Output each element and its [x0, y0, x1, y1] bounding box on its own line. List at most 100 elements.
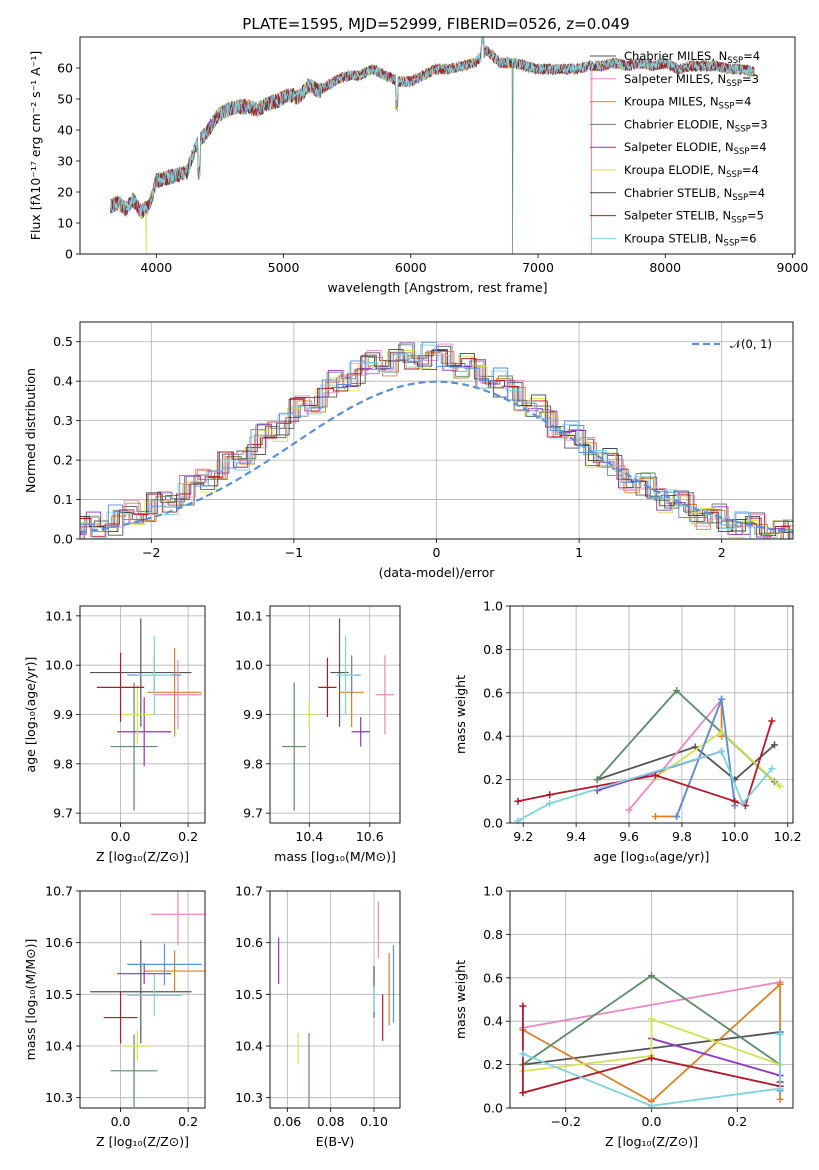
weight-marker: [739, 799, 747, 807]
axes-frame: [79, 321, 794, 540]
y-tick-label: 10.4: [45, 1039, 73, 1054]
y-axis-label: mass weight: [453, 675, 468, 754]
legend-subscript: SSP: [726, 79, 742, 89]
y-tick-label: 10.4: [235, 1039, 263, 1054]
x-tick-label: 2: [718, 545, 726, 560]
legend-entry: Salpeter STELIB, NSSP=5: [624, 209, 764, 226]
panel-age-vs-mass: 10.4 10.6 9.7 9.8 9.9 10.0 10.1 mass [log₁₀(M/M…: [235, 605, 401, 864]
x-tick-label: 9.8: [672, 829, 692, 844]
weight-marker: [776, 980, 784, 988]
x-axis-label: wavelength [Angstrom, rest frame]: [327, 280, 547, 295]
legend-suffix: =4: [743, 49, 760, 63]
histogram-steps: [80, 342, 793, 538]
x-tick-label: −1: [285, 545, 303, 560]
axes-frame: [269, 605, 401, 824]
x-tick-label: 0.0: [111, 1114, 131, 1129]
y-tick-label: 10.7: [45, 884, 73, 899]
weight-marker: [673, 687, 681, 695]
y-tick-label: 9.8: [243, 756, 263, 771]
axes-frame: [269, 890, 401, 1109]
weight-marker: [546, 791, 554, 799]
legend-label: Salpeter STELIB, N: [624, 209, 731, 223]
legend-subscript: SSP: [724, 238, 740, 248]
legend-subscript: SSP: [734, 147, 750, 157]
y-axis-label: mass [log₁₀(M/M⊙)]: [23, 939, 38, 1061]
x-tick-label: 0.0: [111, 829, 131, 844]
histogram-steps: [80, 349, 793, 539]
legend-suffix: =3: [742, 72, 759, 86]
legend-label: Kroupa MILES, N: [624, 95, 719, 109]
y-tick-label: 30: [57, 154, 73, 169]
y-axis-label: Normed distribution: [23, 368, 38, 493]
y-axis-label: mass weight: [453, 960, 468, 1039]
y-tick-label: 10.3: [45, 1090, 73, 1105]
y-tick-label: 0.4: [483, 1014, 503, 1029]
weight-line: [628, 698, 723, 811]
x-tick-label: 10.0: [721, 829, 749, 844]
legend-entry: Kroupa ELODIE, NSSP=4: [624, 163, 759, 180]
y-tick-label: 0.8: [483, 927, 503, 942]
y-tick-label: 9.7: [243, 806, 263, 821]
weight-marker: [768, 765, 776, 773]
legend-label: Salpeter ELODIE, N: [624, 140, 734, 154]
legend-entry: Salpeter ELODIE, NSSP=4: [624, 140, 767, 157]
legend-suffix: =5: [747, 209, 764, 223]
y-tick-label: 20: [57, 185, 73, 200]
legend-entry: Chabrier STELIB, NSSP=4: [624, 186, 765, 203]
legend-subscript: SSP: [735, 124, 751, 134]
weight-marker: [673, 812, 681, 820]
x-axis-label: E(B-V): [316, 1134, 355, 1149]
legend-suffix: =4: [748, 186, 765, 200]
weight-marker: [519, 1002, 527, 1010]
figure-title: PLATE=1595, MJD=52999, FIBERID=0526, z=0…: [242, 15, 629, 33]
weight-marker: [514, 797, 522, 805]
weight-marker: [648, 1054, 655, 1062]
panel-weight-vs-age: 9.2 9.4 9.6 9.8 10.0 10.2 0.0 0.2 0.4 0.6 0.8 1.0 ag…: [453, 599, 802, 865]
weight-line: [654, 730, 781, 787]
legend-label: Kroupa ELODIE, N: [624, 163, 726, 177]
axes-frame: [79, 890, 206, 1109]
weight-marker: [776, 1084, 784, 1092]
legend-entry: Kroupa STELIB, NSSP=6: [624, 231, 756, 248]
y-tick-label: 1.0: [483, 884, 503, 899]
x-tick-label: 6000: [395, 260, 427, 275]
legend-entry: 𝒩(0, 1): [730, 337, 772, 351]
y-tick-label: 60: [57, 61, 73, 76]
x-tick-label: 9.2: [513, 829, 533, 844]
panel-age-vs-Z: 0.0 0.2 9.7 9.8 9.9 10.0 10.1 Z [log₁₀(Z/Z⊙)] ag…: [23, 605, 206, 864]
histogram-steps: [80, 344, 793, 539]
weight-marker: [519, 1089, 527, 1097]
y-tick-label: 10.0: [45, 658, 73, 673]
y-axis-label: Flux [fλ10⁻¹⁷ erg cm⁻² s⁻¹ A⁻¹]: [28, 51, 43, 240]
y-tick-label: 0.0: [53, 532, 73, 547]
y-tick-label: 0.6: [483, 685, 503, 700]
legend-label: Kroupa STELIB, N: [624, 231, 724, 245]
legend-subscript: SSP: [719, 102, 735, 112]
weight-marker: [768, 717, 776, 725]
legend-subscript: SSP: [731, 216, 747, 226]
legend-entry: Chabrier MILES, NSSP=4: [624, 49, 760, 66]
weight-marker: [593, 776, 601, 784]
legend-entry: Salpeter MILES, NSSP=3: [624, 72, 759, 89]
x-tick-label: 7000: [522, 260, 554, 275]
x-tick-label: 0: [433, 545, 441, 560]
panel-spectrum: 4000 5000 6000 7000 8000 9000 0 10 20 30 40 50 60 wav…: [28, 36, 808, 295]
weight-marker: [546, 799, 554, 807]
axes-frame: [509, 605, 794, 824]
y-tick-label: 10.6: [45, 935, 73, 950]
weight-line: [517, 720, 773, 807]
legend-entry: Kroupa MILES, NSSP=4: [624, 95, 751, 112]
axes-frame: [79, 605, 206, 824]
legend-label: Chabrier MILES, N: [624, 49, 727, 63]
x-tick-label: 5000: [268, 260, 300, 275]
histogram-steps: [80, 350, 793, 538]
weight-line: [655, 698, 723, 818]
y-tick-label: 0.8: [483, 642, 503, 657]
y-tick-label: 0.0: [483, 816, 503, 831]
y-tick-label: 0.2: [483, 772, 503, 787]
x-tick-label: 0.2: [178, 1114, 198, 1129]
weight-marker: [648, 1015, 655, 1023]
histogram-steps: [80, 341, 793, 539]
